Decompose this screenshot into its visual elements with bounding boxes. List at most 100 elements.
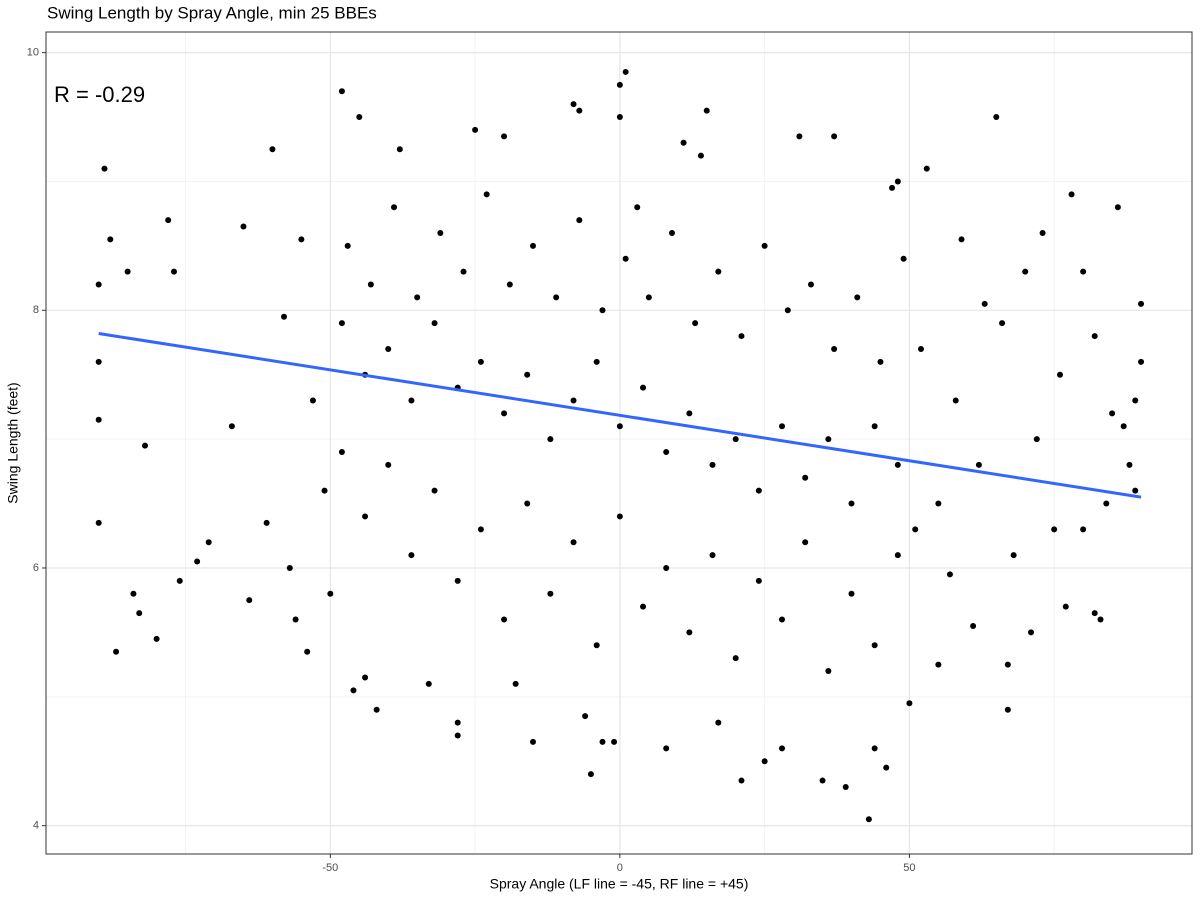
point xyxy=(593,358,600,365)
point xyxy=(779,423,786,430)
point xyxy=(425,680,432,687)
point xyxy=(1138,358,1145,365)
point xyxy=(170,268,177,275)
point xyxy=(587,771,594,778)
point xyxy=(999,320,1006,327)
point xyxy=(344,242,351,249)
point xyxy=(1056,371,1063,378)
point xyxy=(338,449,345,456)
point xyxy=(732,436,739,443)
point xyxy=(1091,610,1098,617)
point xyxy=(935,500,942,507)
point xyxy=(512,680,519,687)
point xyxy=(616,114,623,121)
point xyxy=(912,526,919,533)
point xyxy=(269,146,276,153)
point xyxy=(975,461,982,468)
point xyxy=(611,738,618,745)
point xyxy=(385,345,392,352)
point xyxy=(391,204,398,211)
point xyxy=(622,255,629,262)
point xyxy=(142,442,149,449)
point xyxy=(1004,706,1011,713)
point xyxy=(1120,423,1127,430)
annotation: R = -0.29 xyxy=(54,82,145,107)
point xyxy=(686,410,693,417)
point xyxy=(367,281,374,288)
point xyxy=(697,152,704,159)
point xyxy=(437,229,444,236)
point xyxy=(530,242,537,249)
point xyxy=(709,552,716,559)
point xyxy=(848,590,855,597)
point xyxy=(894,461,901,468)
point xyxy=(779,745,786,752)
point xyxy=(871,745,878,752)
y-axis-label: Swing Length (feet) xyxy=(5,382,21,503)
point xyxy=(819,777,826,784)
point xyxy=(1097,616,1104,623)
point xyxy=(1033,436,1040,443)
point xyxy=(970,622,977,629)
point xyxy=(570,101,577,108)
point xyxy=(599,307,606,314)
point xyxy=(136,610,143,617)
point xyxy=(946,571,953,578)
point xyxy=(1062,603,1069,610)
point xyxy=(761,758,768,765)
point xyxy=(1132,397,1139,404)
point xyxy=(194,558,201,565)
point xyxy=(755,577,762,584)
point xyxy=(95,416,102,423)
point xyxy=(153,635,160,642)
point xyxy=(1028,629,1035,636)
y-tick-label: 8 xyxy=(33,304,39,316)
point xyxy=(1091,333,1098,340)
point xyxy=(292,616,299,623)
point xyxy=(935,661,942,668)
point xyxy=(165,217,172,224)
point xyxy=(553,294,560,301)
point xyxy=(576,107,583,114)
point xyxy=(95,281,102,288)
point xyxy=(709,461,716,468)
point xyxy=(501,410,508,417)
point xyxy=(900,255,907,262)
point xyxy=(593,642,600,649)
point xyxy=(304,648,311,655)
point xyxy=(871,642,878,649)
point xyxy=(831,133,838,140)
grid xyxy=(46,32,1192,854)
point xyxy=(176,577,183,584)
point xyxy=(640,384,647,391)
point xyxy=(431,487,438,494)
point xyxy=(640,603,647,610)
point xyxy=(889,184,896,191)
marks xyxy=(95,68,1145,823)
point xyxy=(501,133,508,140)
point xyxy=(246,597,253,604)
point xyxy=(802,474,809,481)
point xyxy=(327,590,334,597)
point xyxy=(755,487,762,494)
point xyxy=(95,519,102,526)
x-tick-label: 50 xyxy=(903,862,915,874)
point xyxy=(396,146,403,153)
x-tick-label: 0 xyxy=(617,862,623,874)
point xyxy=(779,616,786,623)
point xyxy=(524,500,531,507)
point xyxy=(1080,268,1087,275)
point xyxy=(923,165,930,172)
point xyxy=(831,345,838,352)
point xyxy=(460,268,467,275)
point xyxy=(107,236,114,243)
y-tick-label: 4 xyxy=(33,820,39,832)
point xyxy=(692,320,699,327)
point xyxy=(599,738,606,745)
point xyxy=(952,397,959,404)
point xyxy=(616,423,623,430)
point xyxy=(715,268,722,275)
point xyxy=(738,777,745,784)
